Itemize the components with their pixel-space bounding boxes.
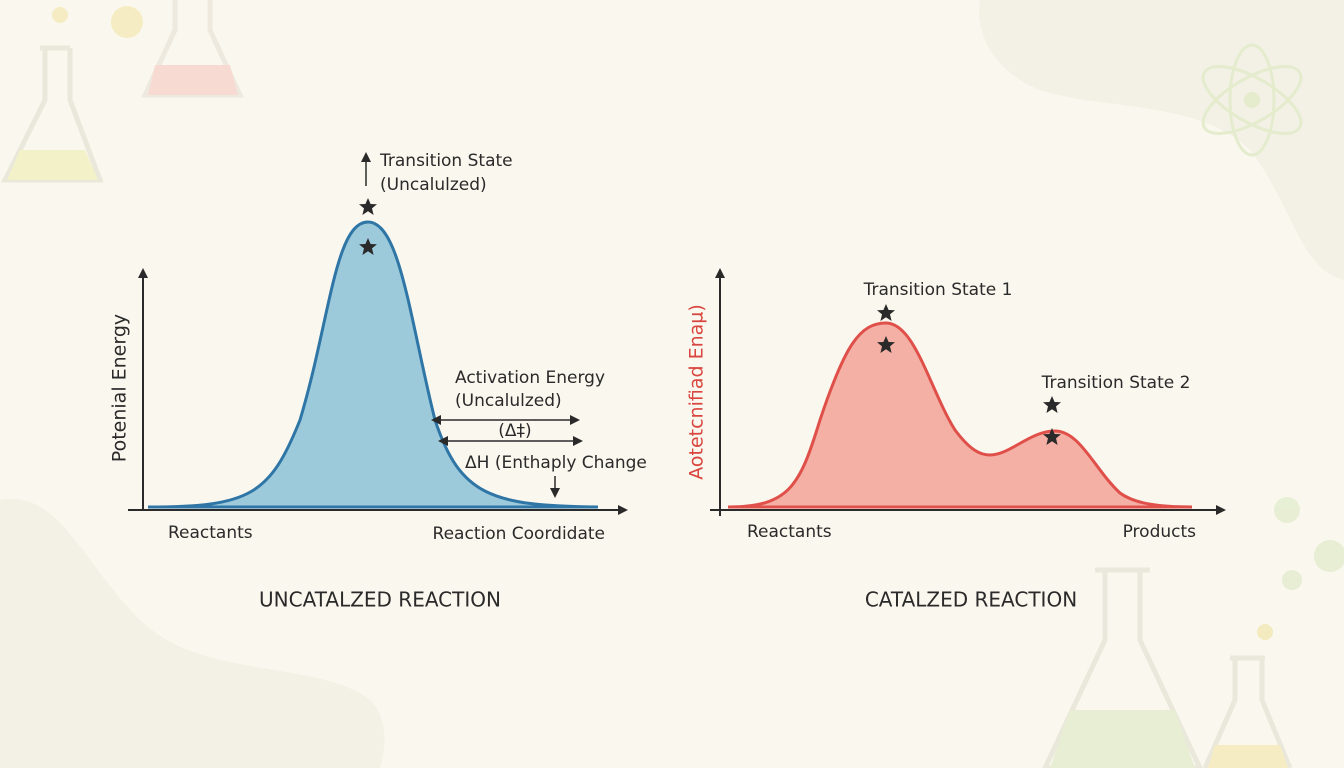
star bbox=[359, 198, 377, 215]
y-axis-label: Aotetcnifiad Enaµ) bbox=[686, 304, 708, 480]
diagram-title: CATALZED REACTION bbox=[865, 588, 1077, 612]
label: Reactants bbox=[747, 522, 832, 542]
label: (Uncalulzed) bbox=[380, 175, 487, 195]
x-axis-label: Reaction Coordidate bbox=[433, 524, 605, 544]
label: Reactants bbox=[168, 523, 253, 543]
energy-curve bbox=[727, 321, 1193, 509]
label: (Δ‡) bbox=[498, 421, 531, 441]
label: ΔH (Enthaply Change bbox=[465, 453, 647, 473]
diagram-title: UNCATALZED REACTION bbox=[259, 588, 501, 612]
y-axis-label: Potenial Energy bbox=[109, 314, 131, 462]
energy-curve bbox=[147, 220, 599, 509]
label: Transition State 2 bbox=[1041, 373, 1191, 393]
uncatalyzed-diagram: Transition State (Uncalulzed) Activation… bbox=[109, 151, 647, 612]
catalyzed-diagram: Transition State 1 Transition State 2 Re… bbox=[686, 268, 1226, 612]
label: Transition State 1 bbox=[863, 280, 1013, 300]
label: Transition State bbox=[379, 151, 513, 171]
label: (Uncalulzed) bbox=[455, 391, 562, 411]
star bbox=[877, 304, 895, 321]
label: Activation Energy bbox=[455, 368, 605, 388]
star bbox=[1043, 396, 1061, 413]
label: Products bbox=[1123, 522, 1197, 542]
